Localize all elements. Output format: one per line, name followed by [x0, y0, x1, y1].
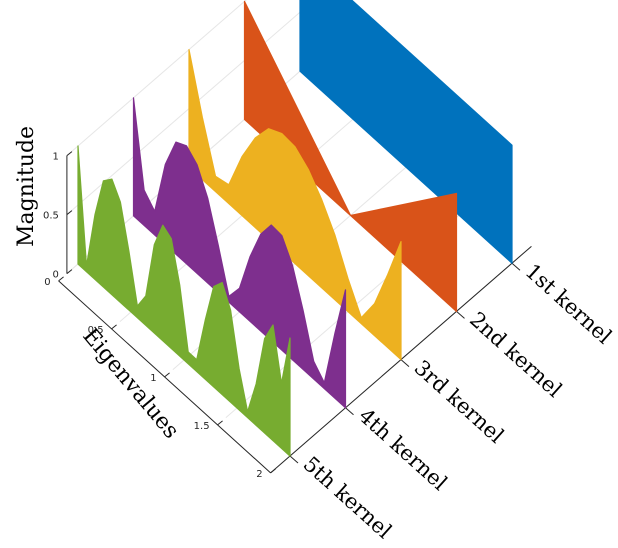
x-tick: [58, 276, 64, 282]
series-layer: [77, 0, 513, 457]
x-tick: [270, 468, 276, 474]
x-tick-label: 1: [150, 373, 156, 384]
z-tick-label: 0: [53, 270, 59, 281]
x-tick-label: 0: [44, 277, 50, 288]
kernel-label: 4th kernel: [354, 404, 452, 496]
kernel-label: 3rd kernel: [410, 355, 509, 448]
kernel-label: 5th kernel: [299, 452, 397, 544]
kernel-label: 1st kernel: [521, 259, 617, 349]
kernel-tick: [456, 311, 465, 319]
z-axis-title: Magnitude: [14, 126, 39, 247]
kernel-tick: [345, 407, 354, 416]
grid-line-z: [66, 0, 247, 157]
kernel-label: 2nd kernel: [465, 307, 567, 402]
series-area-4: [132, 97, 347, 409]
z-tick-label: 1: [53, 152, 59, 163]
x-tick: [164, 372, 170, 378]
z-tick: [66, 269, 73, 275]
kernel-tick: [511, 262, 521, 271]
kernel-tick: [400, 359, 410, 367]
axes: [58, 151, 532, 474]
z-tick-label: 0.5: [43, 211, 59, 222]
z-tick: [66, 210, 73, 216]
x-tick: [111, 324, 117, 330]
series-area-2: [243, 0, 458, 312]
x-tick: [217, 420, 223, 426]
z-tick: [66, 151, 73, 157]
kernel-tick: [289, 455, 299, 464]
series-area-3: [188, 49, 402, 361]
x-tick-label: 0.5: [88, 325, 104, 336]
x-tick-label: 2: [256, 469, 262, 480]
x-tick-label: 1.5: [194, 421, 210, 432]
series-area-5: [77, 145, 291, 457]
series-area-1: [299, 0, 513, 264]
